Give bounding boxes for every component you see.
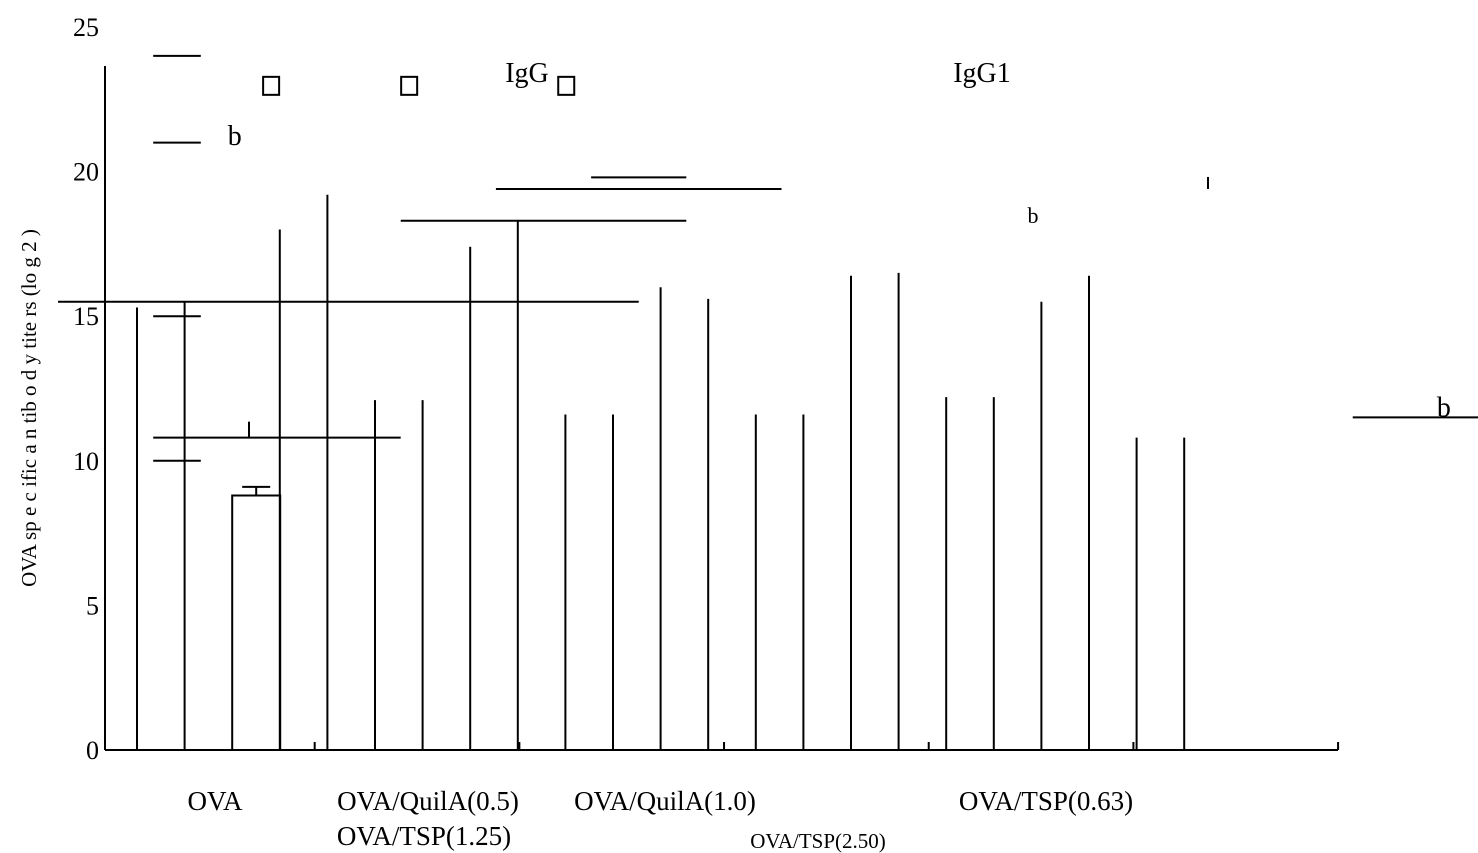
plot-lines [104,66,1340,751]
square-marker [262,75,281,96]
y-tick-label: 15 [73,302,99,331]
y-tick-label: 25 [73,13,99,42]
category-label: OVA/QuilA(0.5) [337,786,519,816]
y-tick-label: 10 [73,447,99,476]
category-label: OVA/QuilA(1.0) [574,786,756,816]
category-label: OVA/TSP(0.63) [959,786,1133,816]
category-label: OVA/TSP(1.25) [337,821,511,851]
square-marker [400,75,419,96]
category-label: OVA [187,786,243,816]
series-label-igg: IgG [505,58,549,89]
significance-letter: b [1027,203,1038,228]
square-marker [557,75,576,96]
significance-letter: b [1437,393,1451,424]
y-tick-label: 0 [86,736,99,765]
significance-letter: b [228,121,242,152]
overlays [58,54,1478,462]
bar [231,494,282,750]
bars [136,194,1186,750]
y-tick-label: 5 [86,591,99,620]
labels: 0 5 10 15 20 25 OVA sp e c ific a n tib o d y … [17,13,1451,853]
series-label-igg1: IgG1 [953,58,1011,89]
category-label: OVA/TSP(2.50) [750,829,886,853]
y-axis-label: OVA sp e c ific a n tib o d y tite rs (l… [17,229,41,587]
y-tick-label: 20 [73,158,99,187]
